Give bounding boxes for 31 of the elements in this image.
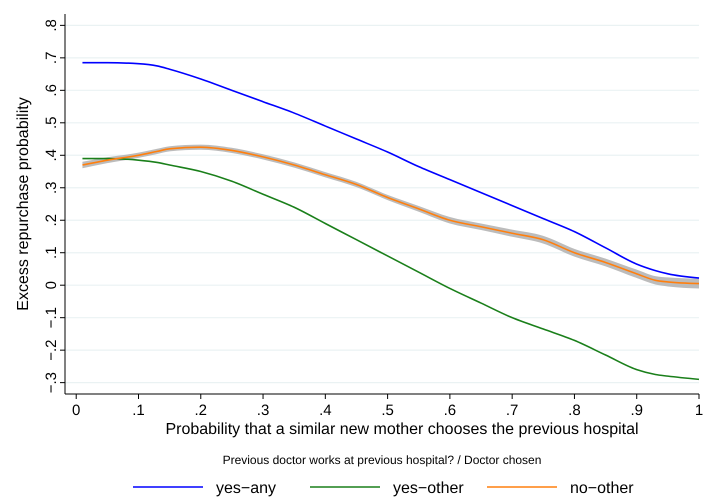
y-tick-label: .4 xyxy=(43,149,60,162)
x-tick-label: .9 xyxy=(630,402,643,419)
x-tick-label: 0 xyxy=(72,402,80,419)
y-tick-label: .3 xyxy=(43,182,60,194)
legend-label: yes−any xyxy=(216,480,276,497)
y-axis-title: Excess repurchase probability xyxy=(15,97,32,311)
y-tick-label: .6 xyxy=(43,84,60,97)
y-tick-label: .8 xyxy=(43,19,60,32)
y-tick-label: −.1 xyxy=(43,307,60,328)
y-tick-label: −.3 xyxy=(43,372,60,394)
x-tick-label: .6 xyxy=(444,402,456,419)
legend-title: Previous doctor works at previous hospital? / Doctor chosen xyxy=(222,453,542,467)
line-series xyxy=(82,62,700,279)
y-tick-label: −.2 xyxy=(43,340,60,361)
x-tick-label: .1 xyxy=(132,402,145,419)
x-tick-label: .8 xyxy=(568,402,581,419)
x-axis-title: Probability that a similar new mother chooses the previous hospital xyxy=(165,421,639,438)
legend-label: yes−other xyxy=(393,480,464,497)
y-tick-label: .1 xyxy=(43,246,60,259)
legend-label: no−other xyxy=(570,480,634,497)
x-tick-label: .4 xyxy=(319,402,332,419)
x-tick-label: .5 xyxy=(381,402,394,419)
y-tick-label: 0 xyxy=(43,281,60,290)
y-tick-label: .2 xyxy=(43,214,60,226)
x-tick-label: 1 xyxy=(694,402,704,419)
x-tick-label: .3 xyxy=(256,402,270,419)
line-series xyxy=(82,158,700,380)
x-tick-label: .7 xyxy=(506,402,518,419)
y-tick-label: .7 xyxy=(43,52,60,64)
x-tick-label: .2 xyxy=(194,402,208,419)
y-tick-label: .5 xyxy=(43,116,60,130)
